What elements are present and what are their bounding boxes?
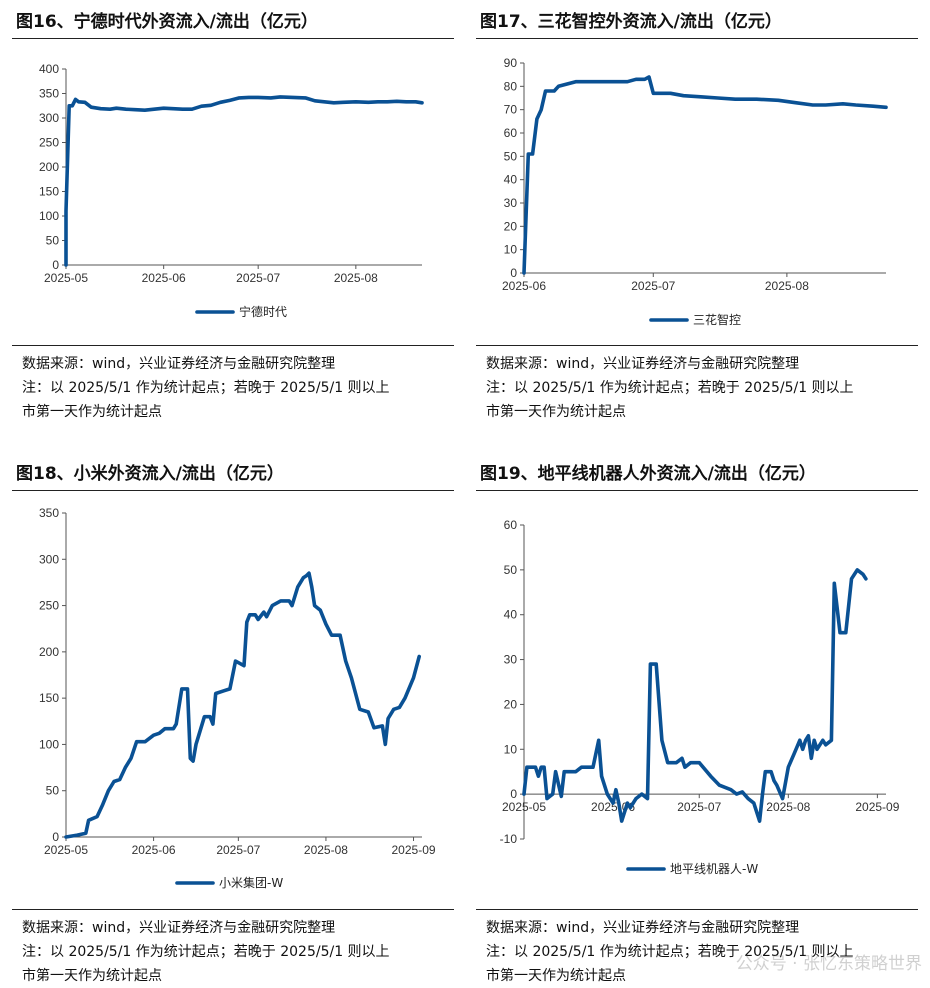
legend-label: 三花智控 — [693, 312, 741, 327]
legend-label: 小米集团-W — [219, 875, 283, 890]
y-tick-label: 40 — [504, 608, 518, 622]
note-line-cont: 市第一天作为统计起点 — [486, 968, 626, 984]
y-tick-label: 400 — [39, 62, 59, 76]
y-tick-label: 30 — [504, 653, 518, 667]
source-line: 数据来源：wind，兴业证券经济与金融研究院整理 — [486, 356, 800, 372]
chart-xiaomi: 0 50 100 150 200 250 300 350 2025-05 2025-06 2025-… — [39, 506, 436, 890]
y-tick-label: 40 — [504, 173, 518, 187]
y-tick-label: 20 — [504, 219, 518, 233]
y-tick-label: 100 — [39, 737, 59, 751]
panel-catl: 图16、宁德时代外资流入/流出（亿元） 0 50 100 150 200 250 300 35… — [12, 0, 454, 424]
series-line — [64, 95, 424, 267]
y-tick-label: 250 — [39, 599, 59, 613]
source-line: 数据来源：wind，兴业证券经济与金融研究院整理 — [22, 356, 336, 372]
y-tick-label: 50 — [46, 234, 60, 248]
x-tick-label: 2025-09 — [392, 843, 436, 857]
legend-label: 宁德时代 — [239, 304, 287, 319]
y-tick-label: 10 — [504, 243, 518, 257]
x-tick-label: 2025-07 — [236, 271, 280, 285]
x-tick-label: 2025-08 — [304, 843, 348, 857]
x-tick-label: 2025-06 — [132, 843, 176, 857]
y-tick-label: 90 — [504, 56, 518, 70]
y-tick-label: 20 — [504, 697, 518, 711]
y-tick-label: 150 — [39, 185, 59, 199]
series-line — [522, 75, 888, 275]
panel-xiaomi: 图18、小米外资流入/流出（亿元） 0 50 100 150 200 250 300 350 2… — [12, 452, 454, 988]
x-tick-label: 2025-05 — [44, 843, 88, 857]
y-tick-label: 0 — [510, 787, 517, 801]
x-tick-label: 2025-07 — [677, 800, 721, 814]
y-tick-label: 0 — [52, 258, 59, 272]
y-tick-label: 350 — [39, 87, 59, 101]
series-line — [64, 571, 421, 839]
source-line: 数据来源：wind，兴业证券经济与金融研究院整理 — [486, 920, 800, 936]
x-tick-label: 2025-05 — [502, 800, 546, 814]
y-tick-label: 0 — [510, 266, 517, 280]
y-tick-label: 80 — [504, 79, 518, 93]
y-tick-label: 150 — [39, 691, 59, 705]
source-line: 数据来源：wind，兴业证券经济与金融研究院整理 — [22, 920, 336, 936]
figure-title: 图16、宁德时代外资流入/流出（亿元） — [12, 0, 454, 39]
y-tick-label: 350 — [39, 506, 59, 520]
y-tick-label: 50 — [504, 563, 518, 577]
y-tick-label: 200 — [39, 645, 59, 659]
x-tick-label: 2025-06 — [142, 271, 186, 285]
chart-catl: 0 50 100 150 200 250 300 350 400 2025-05 2025-06 20… — [39, 62, 424, 319]
y-tick-label: 200 — [39, 160, 59, 174]
note-line: 注：以 2025/5/1 作为统计起点；若晚于 2025/5/1 则以上 — [22, 380, 390, 396]
x-tick-label: 2025-07 — [216, 843, 260, 857]
y-tick-label: 60 — [504, 518, 518, 532]
y-tick-label: 300 — [39, 552, 59, 566]
source-note: 数据来源：wind，兴业证券经济与金融研究院整理 注：以 2025/5/1 作为… — [476, 345, 918, 424]
note-line: 注：以 2025/5/1 作为统计起点；若晚于 2025/5/1 则以上 — [486, 380, 854, 396]
x-tick-label: 2025-09 — [855, 800, 899, 814]
y-tick-label: 50 — [504, 149, 518, 163]
note-line: 注：以 2025/5/1 作为统计起点；若晚于 2025/5/1 则以上 — [22, 944, 390, 960]
figure-title: 图18、小米外资流入/流出（亿元） — [12, 452, 454, 491]
y-tick-label: 250 — [39, 136, 59, 150]
y-tick-label: 10 — [504, 742, 518, 756]
figure-title: 图17、三花智控外资流入/流出（亿元） — [476, 0, 918, 39]
x-tick-label: 2025-08 — [765, 279, 809, 293]
y-tick-label: -10 — [500, 832, 518, 846]
legend-label: 地平线机器人-W — [670, 862, 758, 876]
x-tick-label: 2025-05 — [44, 271, 88, 285]
note-line-cont: 市第一天作为统计起点 — [486, 404, 626, 420]
y-tick-label: 60 — [504, 126, 518, 140]
source-note: 数据来源：wind，兴业证券经济与金融研究院整理 注：以 2025/5/1 作为… — [476, 909, 918, 988]
y-tick-label: 100 — [39, 209, 59, 223]
y-tick-label: 300 — [39, 111, 59, 125]
x-tick-label: 2025-07 — [631, 279, 675, 293]
panel-horizon: 图19、地平线机器人外资流入/流出（亿元） -10 0 10 20 30 40 50 60 20… — [476, 452, 918, 988]
source-note: 数据来源：wind，兴业证券经济与金融研究院整理 注：以 2025/5/1 作为… — [12, 909, 454, 988]
watermark: 公众号 · 张忆东策略世界 — [735, 954, 922, 974]
note-line: 注：以 2025/5/1 作为统计起点；若晚于 2025/5/1 则以上 — [486, 944, 854, 960]
x-tick-label: 2025-08 — [334, 271, 378, 285]
note-line-cont: 市第一天作为统计起点 — [22, 404, 162, 420]
y-tick-label: 50 — [46, 784, 60, 798]
chart-sanhua: 0 10 20 30 40 50 60 70 80 90 2025-06 2025-07 2025-08… — [502, 56, 888, 327]
note-line-cont: 市第一天作为统计起点 — [22, 968, 162, 984]
y-tick-label: 0 — [52, 830, 59, 844]
figure-title: 图19、地平线机器人外资流入/流出（亿元） — [476, 452, 918, 491]
source-note: 数据来源：wind，兴业证券经济与金融研究院整理 注：以 2025/5/1 作为… — [12, 345, 454, 424]
series-line — [522, 568, 868, 823]
x-tick-label: 2025-06 — [502, 279, 546, 293]
x-tick-label: 2025-08 — [766, 800, 810, 814]
panel-sanhua: 图17、三花智控外资流入/流出（亿元） 0 10 20 30 40 50 60 70 80 90 2… — [476, 0, 918, 424]
y-tick-label: 30 — [504, 196, 518, 210]
y-tick-label: 70 — [504, 103, 518, 117]
